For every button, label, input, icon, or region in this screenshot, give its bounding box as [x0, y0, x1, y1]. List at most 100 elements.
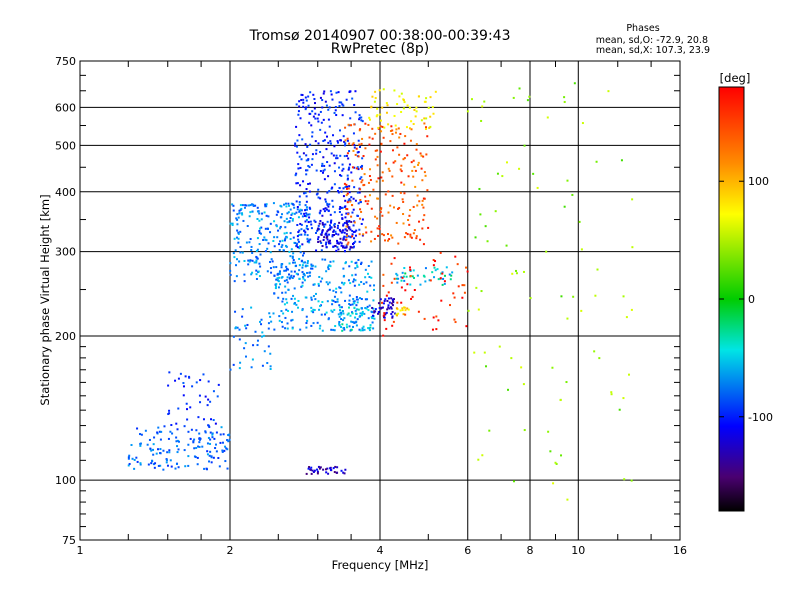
data-point [367, 265, 370, 268]
y-tick-label: 200 [55, 330, 76, 343]
data-point [342, 135, 345, 138]
data-point [333, 308, 336, 311]
data-point [285, 308, 288, 311]
data-point [380, 176, 383, 179]
data-point [278, 271, 281, 274]
data-point [198, 437, 201, 440]
data-point [325, 246, 328, 249]
data-point [368, 329, 371, 332]
data-point [381, 171, 384, 174]
data-point [360, 263, 363, 266]
data-point [198, 441, 201, 444]
data-point [332, 134, 335, 137]
data-point [307, 275, 310, 278]
data-point [477, 458, 480, 461]
data-point [224, 445, 227, 448]
data-point [345, 244, 348, 247]
data-point [290, 274, 293, 277]
data-point [355, 321, 358, 324]
data-point [355, 296, 358, 299]
data-point [293, 206, 296, 209]
data-point [251, 259, 254, 262]
data-point [395, 221, 398, 224]
data-point [364, 298, 367, 301]
data-point [295, 145, 298, 148]
data-point [146, 443, 149, 446]
data-point [304, 220, 307, 223]
data-point [449, 304, 452, 307]
data-point [358, 228, 361, 231]
data-point [401, 309, 404, 312]
data-point [303, 261, 306, 264]
x-tick-labels: 1 2 4 6 8 10 16 [77, 544, 688, 557]
data-point [345, 225, 348, 228]
data-point [303, 233, 306, 236]
data-point [302, 98, 305, 101]
data-point [329, 260, 332, 263]
data-point [310, 466, 313, 469]
data-point [371, 316, 374, 319]
data-point [258, 275, 261, 278]
data-point [286, 236, 289, 239]
data-point [362, 325, 365, 328]
data-point [341, 114, 344, 117]
data-point [337, 248, 340, 251]
data-point [342, 319, 345, 322]
data-point [127, 456, 130, 459]
data-point [369, 326, 372, 329]
data-point [266, 270, 269, 273]
data-point [359, 177, 362, 180]
data-point [426, 189, 429, 192]
data-point [477, 308, 480, 311]
data-point [566, 317, 569, 320]
data-point [332, 205, 335, 208]
data-point [501, 175, 504, 178]
data-point [349, 200, 352, 203]
y-axis-label: Stationary phase Virtual Height [km] [38, 194, 52, 405]
data-point [279, 240, 282, 243]
data-point [402, 99, 405, 102]
data-point [409, 235, 412, 238]
data-point [324, 200, 327, 203]
data-point [312, 311, 315, 314]
data-point [305, 154, 308, 157]
data-point [309, 238, 312, 241]
data-point [190, 428, 193, 431]
data-point [360, 116, 363, 119]
data-point [208, 460, 211, 463]
data-point [397, 242, 400, 245]
data-point [314, 140, 317, 143]
data-point [361, 314, 364, 317]
data-point [308, 112, 311, 115]
data-point [431, 106, 434, 109]
data-point [554, 461, 557, 464]
data-point [156, 431, 159, 434]
data-point [374, 149, 377, 152]
data-point [359, 188, 362, 191]
data-point [279, 204, 282, 207]
data-point [309, 468, 312, 471]
data-point [185, 402, 188, 405]
data-point [308, 206, 311, 209]
data-point [193, 438, 196, 441]
data-point [239, 230, 242, 233]
data-point [259, 227, 262, 230]
data-point [305, 188, 308, 191]
data-point [355, 261, 358, 264]
chart-subtitle: RwPretec (8p) [331, 41, 429, 57]
data-point [214, 422, 217, 425]
data-point [339, 205, 342, 208]
data-point [307, 164, 310, 167]
data-point [275, 283, 278, 286]
data-point [238, 260, 241, 263]
data-point [329, 467, 332, 470]
data-point [431, 271, 434, 274]
data-point [454, 255, 457, 258]
data-point [387, 304, 390, 307]
data-point [358, 143, 361, 146]
data-point [234, 310, 237, 313]
data-point [298, 210, 301, 213]
data-point [345, 235, 348, 238]
data-point [317, 188, 320, 191]
data-point [274, 287, 277, 290]
